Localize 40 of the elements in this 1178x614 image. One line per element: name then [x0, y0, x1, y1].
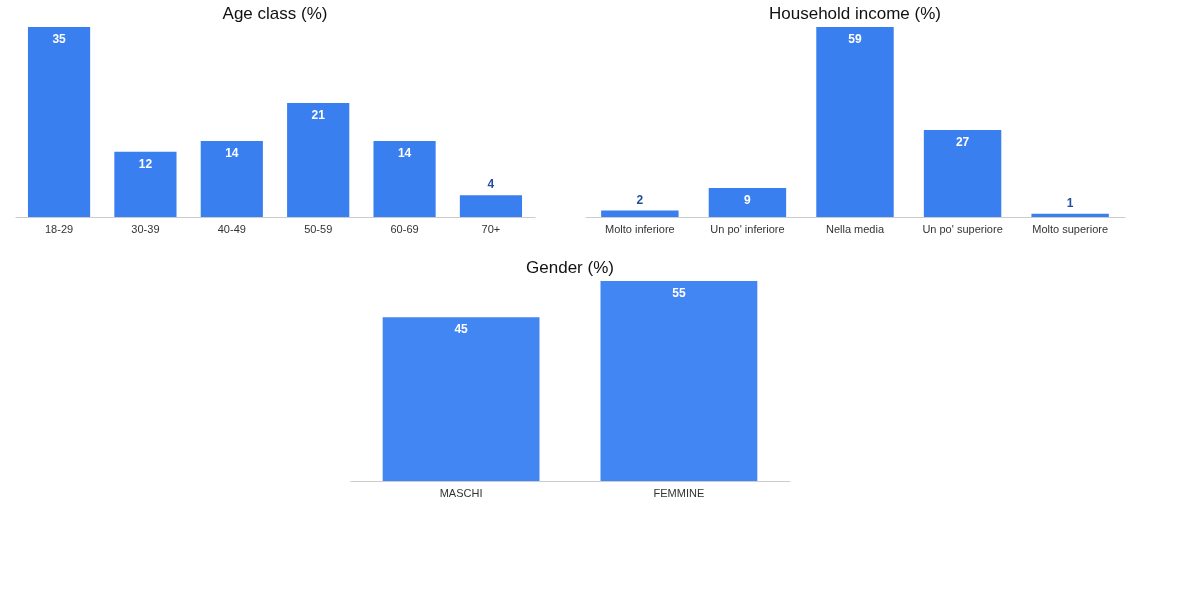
x-tick-label: 40-49: [217, 222, 246, 235]
x-tick-label: 50-59: [304, 222, 333, 235]
chart-title: Gender (%): [526, 258, 614, 277]
data-label: 35: [52, 32, 67, 46]
data-label: 21: [311, 108, 326, 122]
bar: [287, 103, 350, 217]
data-label: 14: [225, 146, 239, 160]
bar: [459, 195, 523, 217]
x-tick-label: MASCHI: [439, 486, 483, 499]
data-label: 9: [744, 193, 752, 208]
x-tick-label: 60-69: [390, 222, 419, 235]
bar: [816, 27, 894, 217]
x-tick-label: 70+: [481, 222, 501, 235]
data-label: 4: [487, 177, 495, 192]
bar: [27, 27, 91, 217]
data-label: 1: [1066, 195, 1074, 210]
x-tick-label: 18-29: [44, 222, 74, 235]
x-tick-label: 30-39: [131, 222, 160, 235]
data-label: 45: [454, 322, 469, 337]
bar: [1031, 213, 1109, 217]
data-label: 59: [848, 32, 862, 46]
data-label: 55: [672, 286, 686, 300]
bar: [923, 130, 1002, 217]
data-label: 27: [955, 135, 970, 150]
data-label: 2: [636, 192, 644, 207]
x-tick-label: Molto inferiore: [605, 222, 675, 235]
x-tick-label: FEMMINE: [653, 486, 705, 499]
chart-title: Age class (%): [222, 4, 328, 23]
x-tick-label: Un po' inferiore: [710, 222, 785, 235]
chart-title: Household income (%): [769, 4, 941, 23]
x-tick-label: Nella media: [825, 222, 885, 235]
bar: [601, 210, 679, 217]
data-label: 12: [138, 156, 153, 171]
bar: [114, 151, 177, 217]
bar: [200, 141, 263, 217]
data-label: 14: [397, 146, 412, 160]
bar: [373, 141, 436, 217]
bar: [708, 188, 787, 217]
x-tick-label: Un po' superiore: [922, 222, 1003, 235]
x-tick-label: Molto superiore: [1032, 222, 1109, 235]
